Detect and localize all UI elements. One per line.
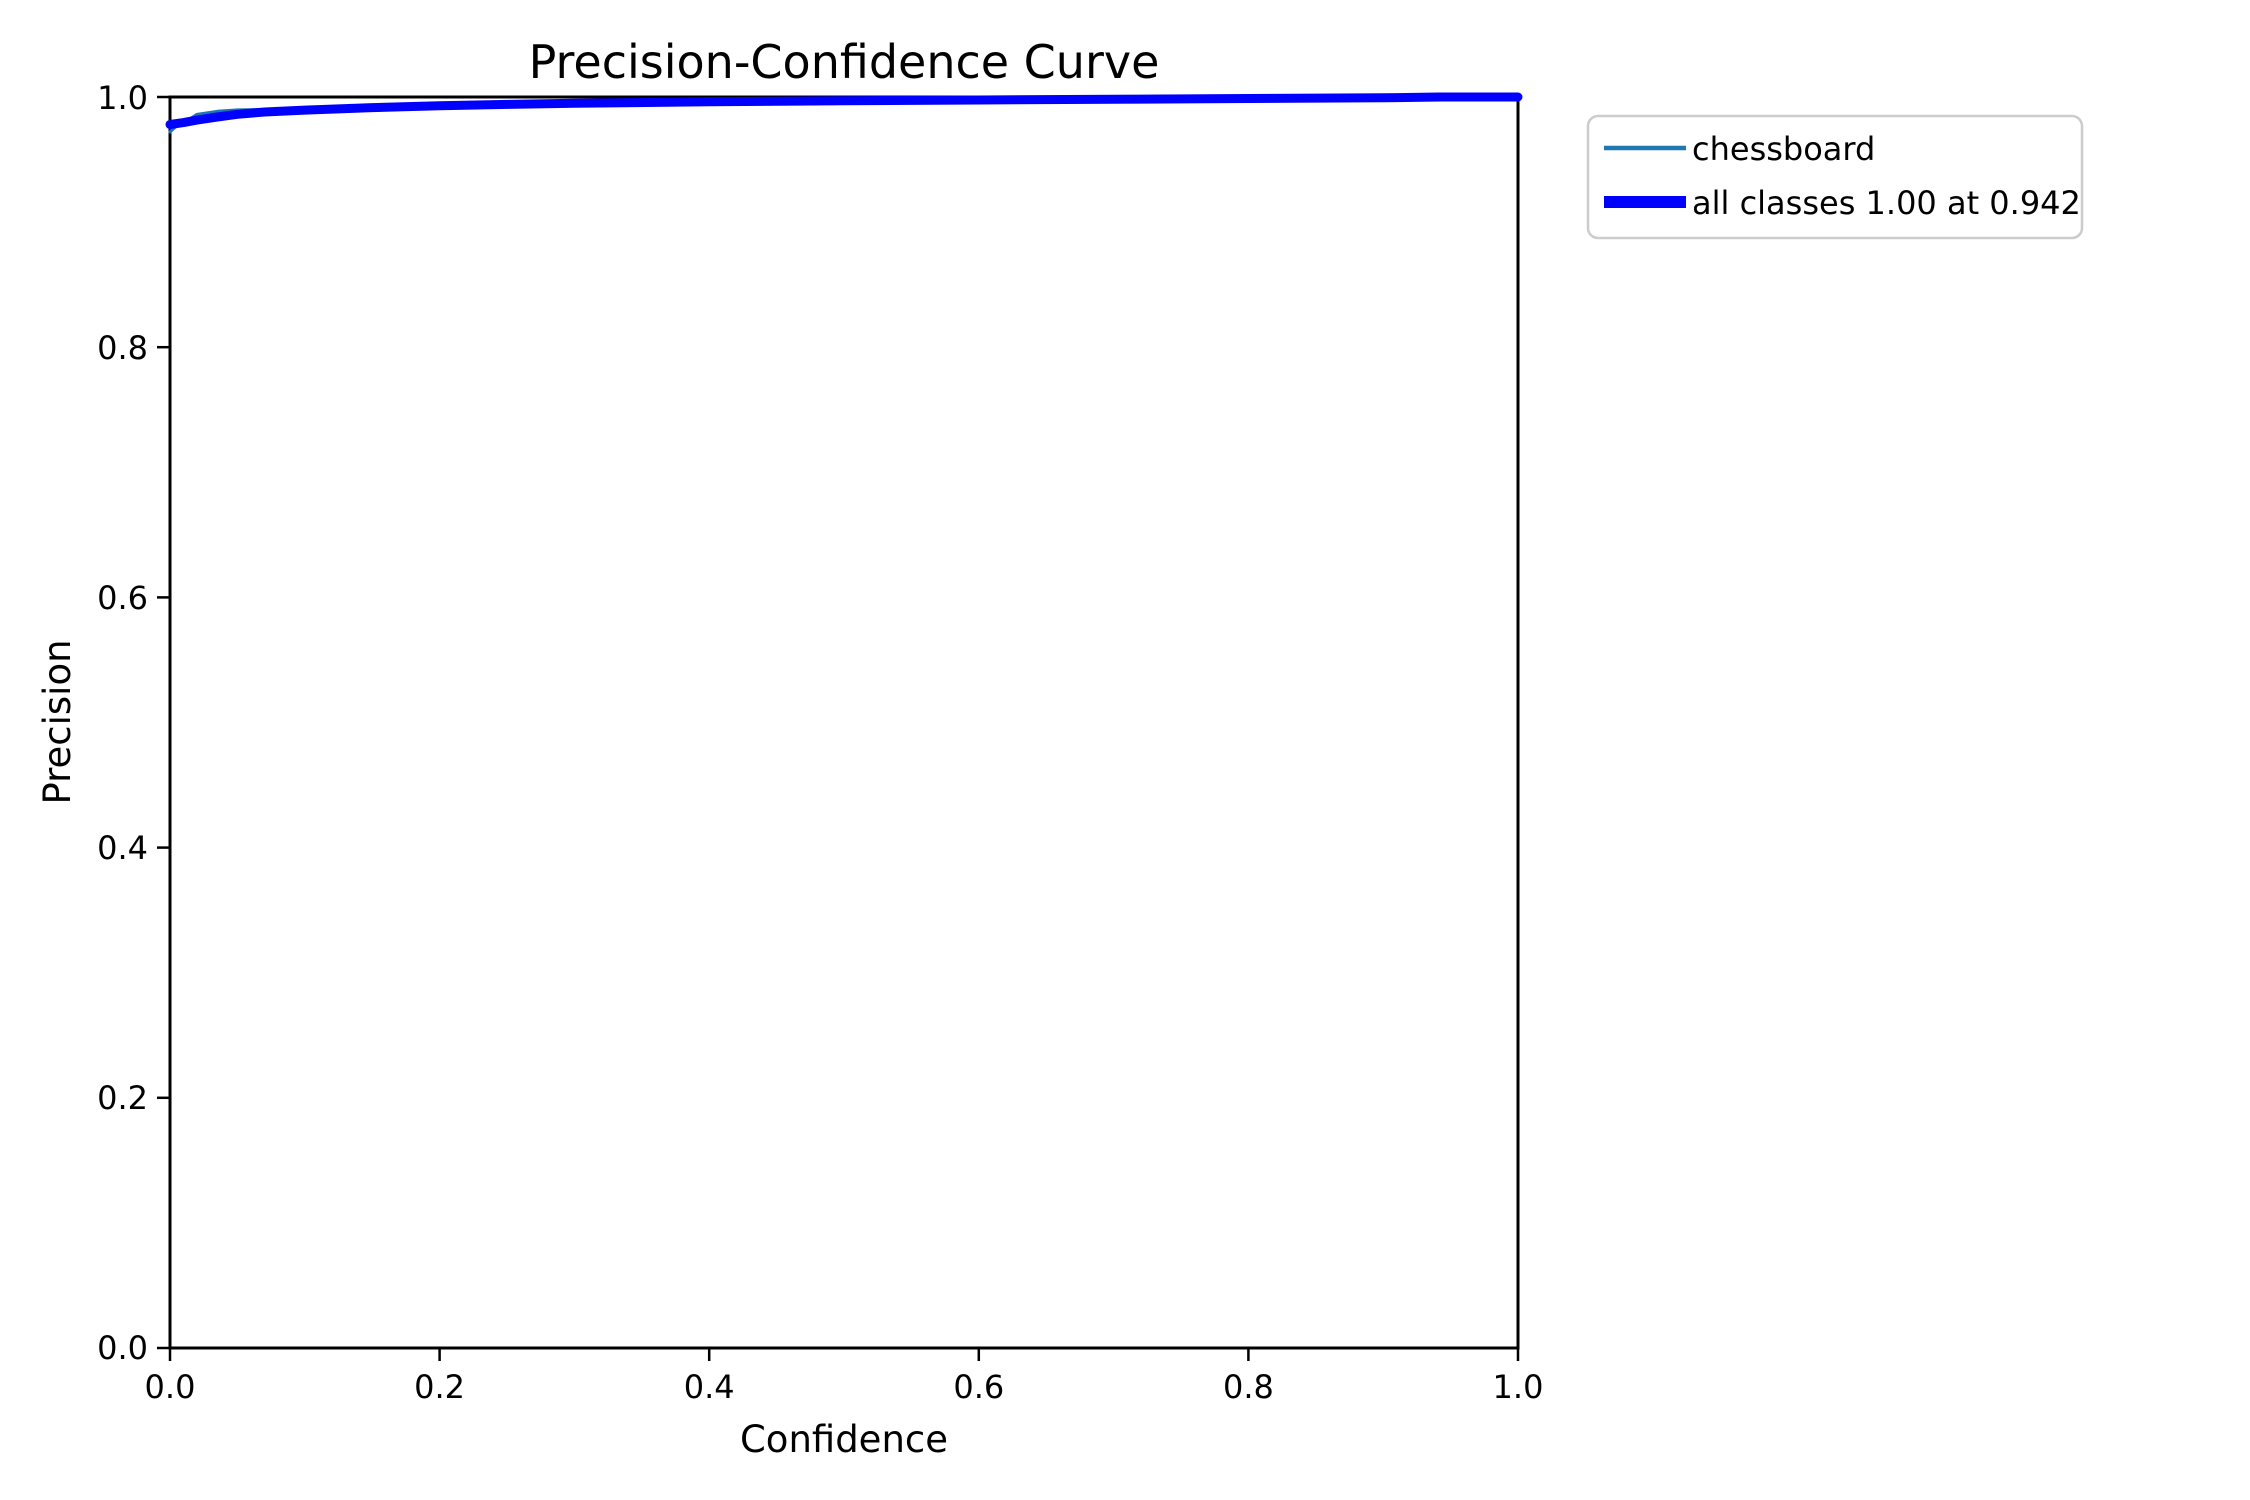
chart-title: Precision-Confidence Curve [529,35,1160,89]
x-tick-marks [168,1348,1520,1361]
x-tick-label: 1.0 [1493,1368,1544,1406]
y-tick-labels: 0.0 0.2 0.4 0.6 0.8 1.0 [97,79,148,1367]
x-tick-label: 0.2 [414,1368,465,1406]
legend: chessboard all classes 1.00 at 0.942 [1586,114,2084,240]
y-axis-label: Precision [36,639,79,804]
y-tick-label: 0.0 [97,1329,148,1367]
x-tick-label: 0.4 [684,1368,735,1406]
x-axis-label: Confidence [740,1418,948,1461]
y-tick-marks [157,95,170,1350]
y-tick-label: 0.8 [97,329,148,367]
legend-label-chessboard: chessboard [1692,130,1875,168]
x-tick-labels: 0.0 0.2 0.4 0.6 0.8 1.0 [145,1368,1544,1406]
y-tick-label: 0.4 [97,829,148,867]
x-tick-label: 0.6 [953,1368,1004,1406]
y-tick-label: 0.6 [97,579,148,617]
x-tick-label: 0.8 [1223,1368,1274,1406]
x-tick-label: 0.0 [145,1368,196,1406]
legend-label-all-classes: all classes 1.00 at 0.942 [1692,184,2081,222]
all-classes-curve [165,92,1523,129]
legend-box [1586,114,2084,240]
plot-border [168,95,1520,1350]
y-tick-label: 1.0 [97,79,148,117]
y-tick-label: 0.2 [97,1079,148,1117]
